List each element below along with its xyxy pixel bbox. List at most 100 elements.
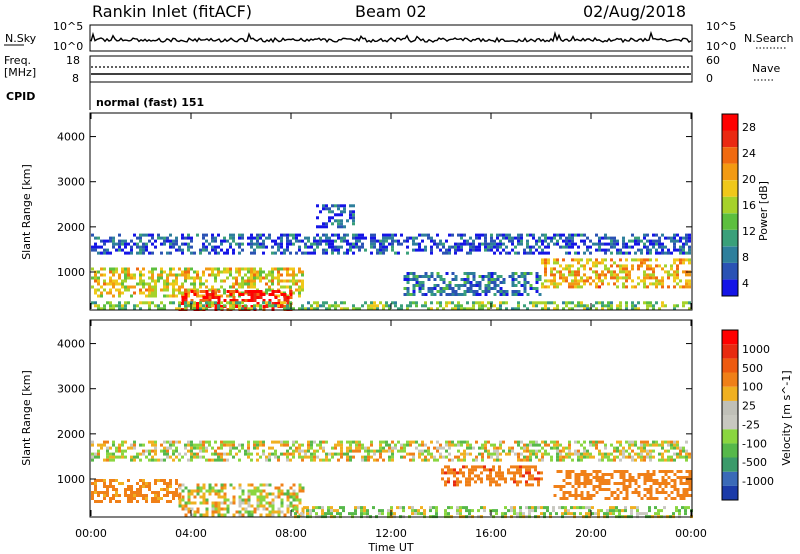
data-cell [453,468,456,472]
data-cell [292,276,295,280]
data-cell [295,273,298,277]
data-cell [139,248,142,252]
data-cell [487,290,491,293]
data-cell [373,239,376,243]
data-cell [247,513,251,517]
data-cell [202,495,206,499]
data-cell [295,282,298,286]
data-cell [568,251,571,255]
data-cell [172,443,175,447]
data-cell [514,452,517,456]
data-cell [205,501,209,505]
data-cell [352,242,355,246]
data-cell [262,489,266,493]
data-cell [559,264,562,268]
colorbar-swatch [722,344,738,359]
data-cell [679,482,683,485]
data-cell [226,458,229,462]
data-cell [223,239,226,243]
data-cell [298,270,301,274]
data-cell [664,236,667,240]
data-cell [553,440,556,444]
data-cell [673,485,677,488]
data-cell [685,239,688,243]
data-cell [271,304,274,308]
data-cell [507,471,510,475]
data-cell [166,294,169,298]
data-cell [640,264,643,268]
data-cell [253,489,257,493]
data-cell [235,282,238,286]
data-cell [433,455,436,459]
data-cell [175,294,178,298]
data-cell [664,485,668,488]
data-cell [256,242,259,246]
data-cell [544,443,547,447]
data-cell [91,233,94,237]
data-cell [313,458,316,462]
data-cell [465,480,468,484]
data-cell [484,248,487,252]
data-cell [316,449,319,453]
data-cell [688,455,691,459]
data-cell [673,452,676,456]
data-cell [103,279,106,283]
data-cell [256,507,260,511]
data-cell [178,304,181,308]
data-cell [679,285,682,289]
colorbar-swatch [722,386,738,401]
data-cell [160,276,163,280]
data-cell [292,492,296,496]
data-cell [298,443,301,447]
data-cell [205,299,209,302]
data-cell [220,495,224,499]
data-cell [445,293,449,296]
data-cell [115,304,118,308]
data-cell [250,290,254,293]
data-cell [493,284,497,287]
data-cell [529,287,533,290]
data-cell [340,245,343,249]
data-cell [454,290,458,293]
data-cell [253,486,257,490]
data-cell [429,509,432,513]
data-cell [484,304,487,308]
data-cell [523,281,527,284]
data-cell [157,458,160,462]
data-cell [312,509,315,513]
data-cell [589,282,592,286]
data-cell [517,440,520,444]
data-cell [339,506,342,510]
data-cell [277,242,280,246]
data-cell [418,245,421,249]
data-cell [145,455,148,459]
data-cell [643,261,646,265]
data-cell [310,440,313,444]
data-cell [427,290,431,293]
data-cell [417,512,420,516]
data-cell [610,273,613,277]
data-cell [490,278,494,281]
data-cell [559,236,562,240]
data-cell [223,513,227,517]
data-cell [133,443,136,447]
data-cell [256,446,259,450]
data-cell [139,245,142,249]
data-cell [685,236,688,240]
data-cell [202,501,206,505]
data-cell [661,304,664,308]
data-cell [468,512,471,516]
data-cell [148,304,151,308]
data-cell [607,248,610,252]
data-cell [388,233,391,237]
data-cell [598,449,601,453]
data-cell [253,443,256,447]
data-cell [346,233,349,237]
data-cell [685,301,688,305]
data-cell [97,455,100,459]
data-cell [589,267,592,271]
data-cell [337,236,340,240]
data-cell [199,282,202,286]
data-cell [682,242,685,246]
data-cell [457,301,460,305]
